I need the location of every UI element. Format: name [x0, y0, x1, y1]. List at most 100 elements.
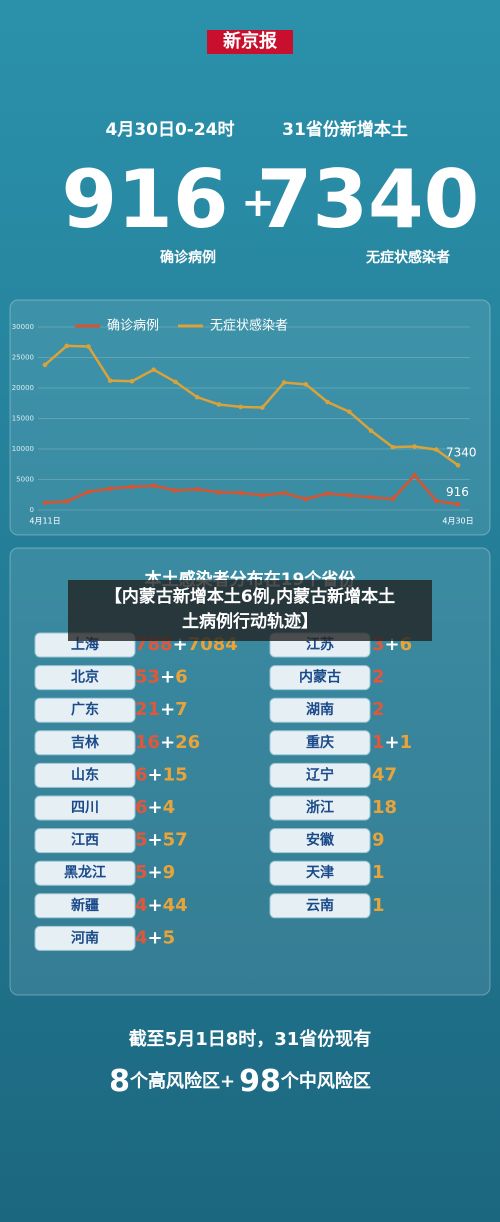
- province-count: 4+44: [135, 895, 188, 916]
- y-tick-label: 10000: [12, 445, 34, 453]
- legend-label: 确诊病例: [107, 319, 159, 334]
- province-pill: [269, 860, 371, 886]
- province-name: 黑龙江: [64, 864, 106, 881]
- overlay-line: 土病例行动轨迹】: [182, 611, 318, 632]
- point: [173, 488, 178, 493]
- province-name: 天津: [306, 864, 334, 881]
- province-name: 云南: [306, 897, 334, 914]
- province-count: 1: [372, 895, 385, 916]
- asymptomatic-count: 18: [372, 797, 397, 818]
- province-pill: [34, 860, 136, 886]
- asymptomatic-total: 7340: [257, 153, 480, 246]
- point: [129, 378, 135, 384]
- province-count: 16+26: [135, 732, 200, 753]
- point: [260, 493, 265, 498]
- plus: +: [148, 927, 163, 948]
- asymptomatic-count: 9: [372, 830, 385, 851]
- point: [42, 500, 48, 505]
- province-count: 1+1: [372, 732, 412, 753]
- province-name: 四川: [71, 800, 99, 816]
- plus: +: [148, 764, 163, 785]
- logo: 新京报: [223, 30, 277, 52]
- date: 4月30日0-24时: [105, 120, 234, 140]
- confirmed-count: 2: [372, 699, 385, 720]
- x-tick-label: 4月30日: [442, 517, 473, 526]
- y-tick-label: 0: [30, 506, 34, 514]
- province-pill: [34, 828, 136, 854]
- asymptomatic-count: 1: [372, 895, 385, 916]
- asymptomatic-count: 5: [163, 927, 176, 948]
- high-label: 个高风险区+: [129, 1070, 235, 1092]
- plus: +: [148, 797, 163, 818]
- point: [86, 489, 91, 495]
- province-name: 安徽: [306, 832, 335, 849]
- confirmed-total: 916: [62, 153, 229, 246]
- point: [325, 491, 330, 496]
- asymptomatic-label: 无症状感染者: [365, 249, 450, 266]
- province-pill: [269, 762, 371, 788]
- point: [151, 483, 156, 488]
- plus: +: [241, 180, 275, 226]
- province-count: 5+9: [135, 862, 175, 883]
- asymptomatic-count: 44: [163, 895, 188, 916]
- province-count: 5+57: [135, 830, 188, 851]
- point: [390, 444, 396, 450]
- province-name: 广东: [71, 701, 99, 718]
- confirmed-count: 5: [135, 830, 148, 851]
- province-pill: [269, 697, 371, 723]
- legend-label: 无症状感染者: [210, 318, 288, 334]
- confirmed-count: 6: [135, 764, 148, 785]
- province-name: 重庆: [306, 734, 334, 751]
- province-pill: [269, 665, 371, 691]
- asymptomatic-count: 6: [175, 667, 188, 688]
- overlay-box: [68, 580, 432, 641]
- asymptomatic-count: 47: [372, 764, 397, 785]
- province-count: 21+7: [135, 699, 188, 720]
- point: [64, 499, 70, 504]
- footer-risk: 8个高风险区+ 98个中风险区: [109, 1064, 371, 1099]
- plus: +: [148, 830, 163, 851]
- province-pill: [269, 893, 371, 919]
- asymptomatic-count: 7: [175, 699, 188, 720]
- y-tick-label: 25000: [12, 354, 34, 362]
- y-tick-label: 20000: [12, 384, 34, 392]
- province-count: 1: [372, 862, 385, 883]
- confirmed-count: 21: [135, 699, 160, 720]
- point: [238, 404, 243, 410]
- province-count: 18: [372, 797, 397, 818]
- province-pill: [34, 925, 136, 951]
- confirmed-count: 4: [135, 927, 148, 948]
- province-count: 53+6: [135, 667, 188, 688]
- logo-box: [207, 30, 293, 54]
- overlay-line: 【内蒙古新增本土6例,内蒙古新增本土: [105, 586, 395, 607]
- footer-line: 截至5月1日8时，31省份现有: [129, 1028, 372, 1050]
- province-count: 6+15: [135, 764, 188, 785]
- province-pill: [269, 795, 371, 821]
- plus: +: [148, 862, 163, 883]
- province-count: 9: [372, 830, 385, 851]
- point: [42, 362, 48, 368]
- point: [173, 379, 178, 385]
- point: [129, 484, 135, 490]
- confirmed-count: 6: [135, 797, 148, 818]
- point: [86, 344, 91, 349]
- province-pill: [34, 697, 136, 723]
- point: [216, 402, 222, 407]
- point: [368, 494, 374, 500]
- province-name: 吉林: [71, 734, 99, 751]
- confirmed-count: 5: [135, 862, 148, 883]
- province-count: 47: [372, 764, 397, 785]
- province-name: 北京: [71, 669, 99, 686]
- point: [433, 447, 439, 452]
- asymptomatic-count: 1: [400, 732, 413, 753]
- province-pill: [34, 762, 136, 788]
- point: [390, 496, 396, 502]
- y-tick-label: 15000: [12, 415, 34, 423]
- point: [107, 378, 113, 383]
- plus: +: [148, 895, 163, 916]
- asymptomatic-count: 9: [163, 862, 176, 883]
- point: [347, 409, 352, 415]
- province-name: 新疆: [71, 897, 99, 914]
- scope: 31省份新增本土: [282, 119, 408, 140]
- point: [216, 490, 222, 495]
